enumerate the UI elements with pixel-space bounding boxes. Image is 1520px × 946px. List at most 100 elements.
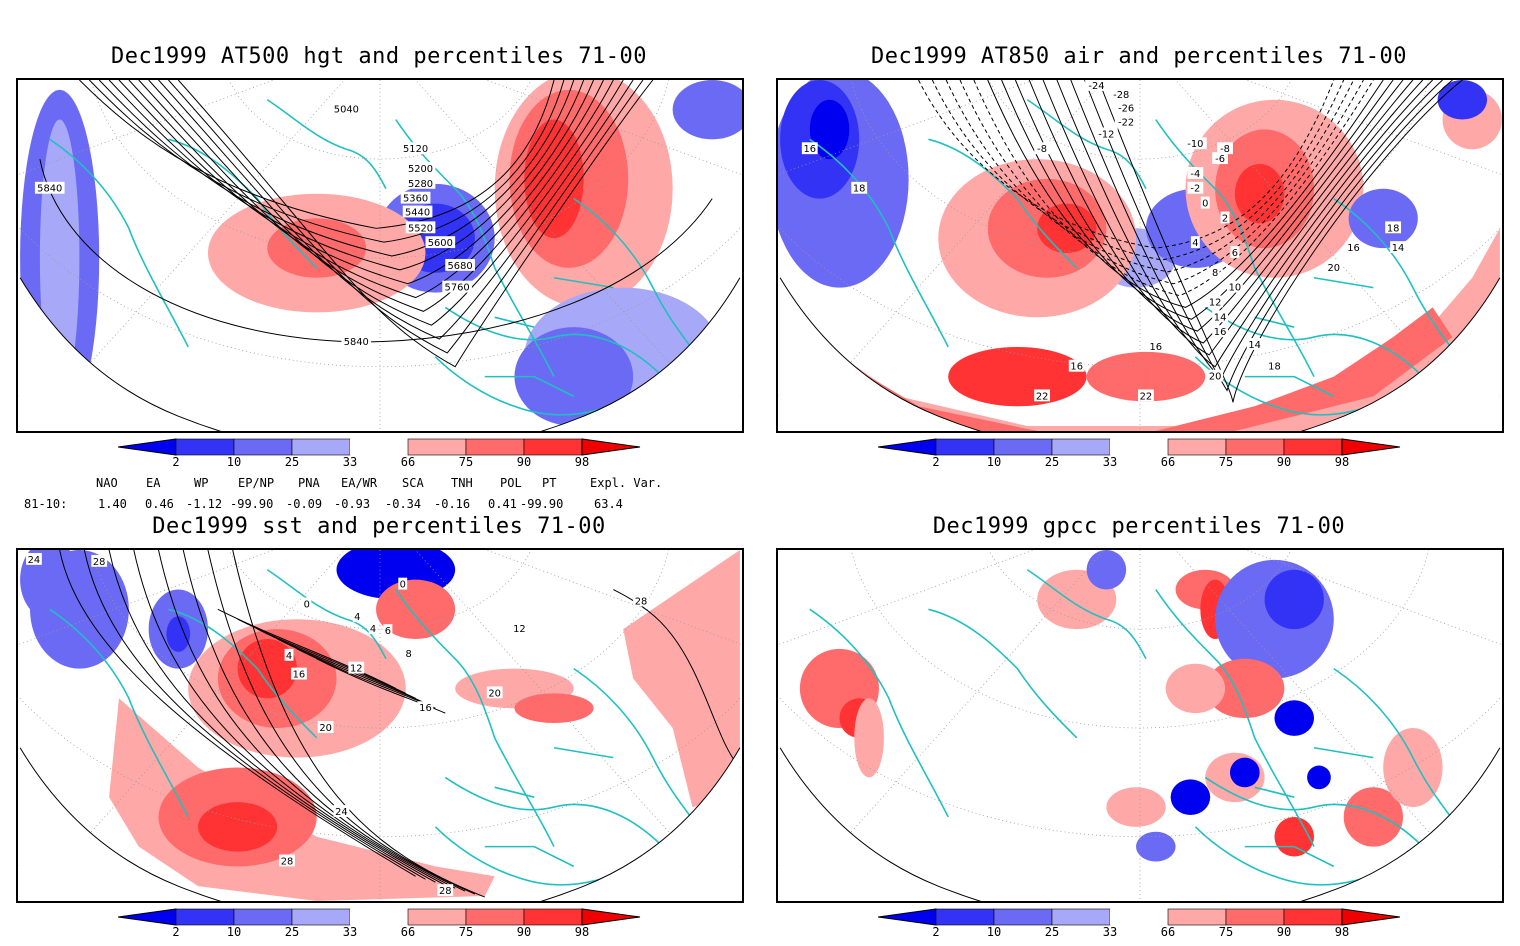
contour-line [59,550,416,877]
contour-label: 4 [1190,236,1200,249]
precip-percentile-shading [1229,757,1260,788]
contour-label: 12 [348,661,365,675]
projection-mask [20,80,740,431]
projection-mask [20,550,740,901]
colorbar-sst: 2 10 25 33 66 75 90 98 [117,908,642,940]
contour-label: 28 [91,554,108,568]
colorbar-segment [233,438,293,456]
colorbar-tick-label: 2 [932,925,940,939]
tele-value-wp: -1.12 [186,497,223,511]
tele-header-explvar: Expl. Var. [590,476,663,490]
colorbar-segment [465,438,525,456]
colorbar-segment [523,908,583,926]
precip-percentile-shading [1274,700,1315,736]
colorbar-tick-label: 98 [574,925,590,939]
tele-header-wp: WP [194,476,209,490]
tele-header-ea: EA [146,476,161,490]
contour-label: 8 [1210,265,1220,279]
colorbar-tick-label: 75 [1218,455,1234,469]
coastline [809,608,949,818]
contour-line [158,550,456,889]
colorbar-tick-label: 25 [1044,925,1060,939]
svg-text:5760: 5760 [445,283,470,294]
contour-label: 5520 [405,221,436,234]
precip-percentile-shading [1264,569,1324,630]
svg-text:20: 20 [1328,263,1341,274]
percentile-shading [1086,351,1206,402]
coastline [395,589,555,847]
precip-percentile-shading [1165,663,1226,714]
svg-text:8: 8 [406,649,412,660]
svg-text:5360: 5360 [403,194,428,205]
svg-text:5680: 5680 [448,261,473,272]
svg-text:28: 28 [93,557,106,568]
projection-boundary [779,747,1501,901]
projection-boundary [779,277,1501,431]
contour-label: 18 [1385,221,1402,234]
contour-line [182,550,466,892]
percentile-shading [672,80,742,140]
svg-text:0: 0 [1202,199,1208,210]
colorbar-tick-label: 66 [1160,925,1176,939]
svg-text:-8: -8 [1220,144,1230,155]
contour-line [118,80,595,285]
contour-line [207,550,476,895]
colorbar-arrow-low [117,438,177,456]
map-sst: 24 28 0 0 4 4 4 6 8 12 12 16 20 16 20 24 28 28 28 [16,548,744,903]
svg-text:5520: 5520 [408,223,433,234]
svg-text:-4: -4 [1190,169,1200,180]
colorbar-tick-label: 2 [172,925,180,939]
colorbar-tick-label: 33 [1102,925,1118,939]
colorbar-segment [993,438,1053,456]
percentile-shading [623,550,740,808]
coastline [1244,746,1374,868]
contour-label: 6 [383,624,393,637]
coastline [1204,306,1424,378]
contour-label: -6 [1212,152,1228,165]
tele-header-pol: POL [500,476,522,490]
svg-text:18: 18 [1268,362,1281,373]
svg-text:24: 24 [335,807,348,818]
contour-label: 0 [398,577,408,591]
svg-text:-28: -28 [1113,90,1129,101]
percentile-shading [514,327,634,427]
coastline [49,608,189,818]
contour-line [138,80,614,312]
colorbar-segment [233,908,293,926]
colorbar-tick-label: 33 [1102,455,1118,469]
svg-text:8: 8 [1212,268,1218,279]
svg-text:-6: -6 [1215,154,1225,165]
contour-line [1028,80,1414,344]
svg-text:-24: -24 [1088,81,1104,92]
colorbar-segment [291,438,351,456]
colorbar-segment [1110,909,1168,925]
colorbar-tick-label: 33 [342,925,358,939]
svg-text:4: 4 [370,624,376,635]
coastline [809,138,949,348]
colorbar-segment [1283,438,1343,456]
svg-text:4: 4 [1192,238,1198,249]
precip-percentile-shading [1170,779,1211,815]
colorbar-tick-label: 2 [932,455,940,469]
colorbar-tick-label: 66 [1160,455,1176,469]
colorbar-tick-label: 10 [226,925,242,939]
colorbar-tick-label: 33 [342,455,358,469]
tele-header-sca: SCA [402,476,424,490]
contour-label: 20 [1207,369,1224,383]
svg-text:28: 28 [635,596,648,607]
contour-line [959,80,1364,285]
contour-line [133,550,446,886]
svg-text:-22: -22 [1118,117,1134,128]
contour-label: 5360 [400,191,431,205]
colorbar-segment [993,908,1053,926]
svg-text:0: 0 [304,599,310,610]
svg-text:16: 16 [1150,342,1163,353]
colorbar-hgt500: 2 10 25 33 66 75 90 98 [117,438,642,472]
colorbar-tick-label: 90 [1276,925,1292,939]
svg-text:5040: 5040 [334,105,359,116]
precip-percentile-shading [1205,658,1285,719]
lat-lon-grid [778,550,1502,901]
contour-label: 16 [291,667,307,681]
colorbar-tick-label: 75 [458,925,474,939]
contour-label: 10 [1227,280,1243,294]
